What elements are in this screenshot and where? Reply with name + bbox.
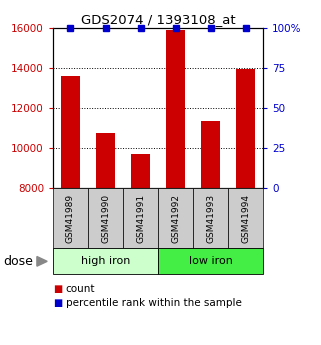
Bar	[236, 69, 255, 188]
Text: high iron: high iron	[81, 256, 130, 266]
Text: GSM41989: GSM41989	[66, 194, 75, 243]
Bar	[96, 133, 115, 188]
Text: dose: dose	[3, 255, 33, 268]
Text: GSM41994: GSM41994	[241, 194, 250, 243]
Bar	[166, 30, 185, 188]
Text: GSM41992: GSM41992	[171, 194, 180, 243]
Text: low iron: low iron	[189, 256, 233, 266]
Text: GSM41990: GSM41990	[101, 194, 110, 243]
Text: GSM41991: GSM41991	[136, 194, 145, 243]
Bar	[201, 121, 220, 188]
Text: ■: ■	[53, 284, 62, 294]
Text: percentile rank within the sample: percentile rank within the sample	[66, 298, 242, 307]
Text: ■: ■	[53, 298, 62, 307]
Text: GSM41993: GSM41993	[206, 194, 215, 243]
Text: count: count	[66, 284, 95, 294]
Bar	[61, 76, 80, 188]
Title: GDS2074 / 1393108_at: GDS2074 / 1393108_at	[81, 13, 235, 27]
Bar	[131, 154, 150, 188]
